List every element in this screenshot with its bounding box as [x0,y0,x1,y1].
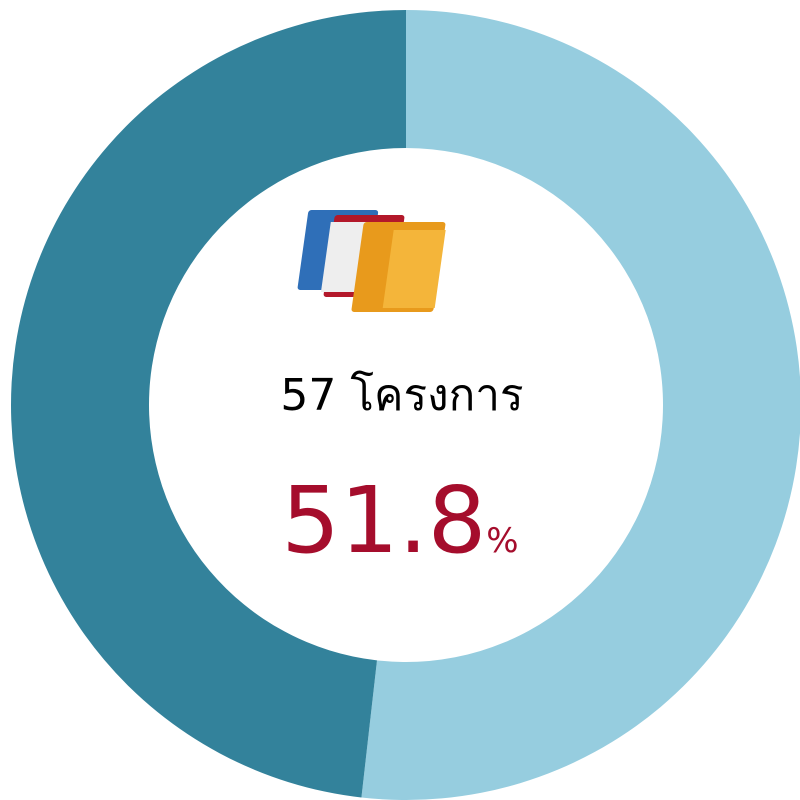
value-label: 51.8% [281,467,518,574]
center-text: 57 โครงการ [280,370,523,421]
folder-front [383,230,446,308]
page: 57 โครงการ 51.8% (() => { const data = J… [0,0,800,800]
chart: 57 โครงการ 51.8% [0,0,800,800]
folder-icon [297,210,446,312]
